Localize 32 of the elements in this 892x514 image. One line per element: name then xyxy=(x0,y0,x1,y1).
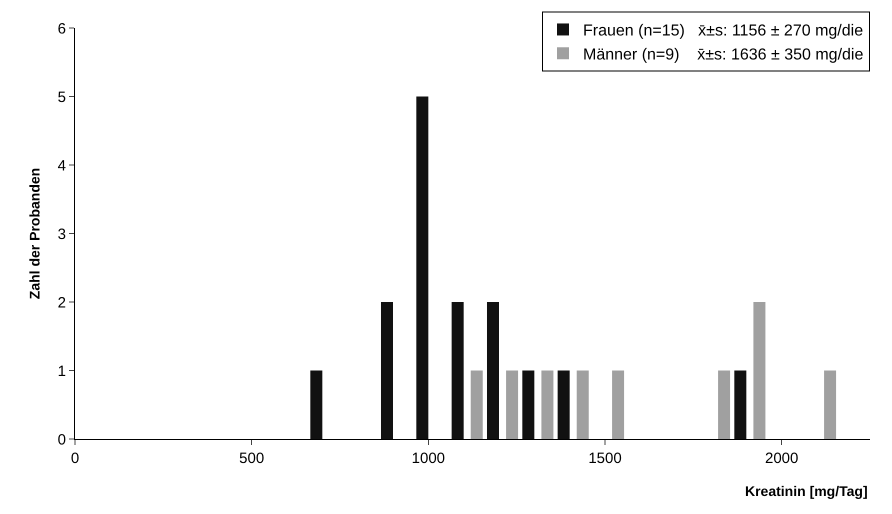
y-tick-label: 2 xyxy=(58,294,66,312)
bar xyxy=(416,96,428,439)
y-axis-title: Zahl der Probanden xyxy=(26,168,42,300)
x-tick-label: 2000 xyxy=(764,450,798,467)
bar xyxy=(718,370,730,439)
bar xyxy=(380,302,393,439)
bar xyxy=(753,302,766,439)
bar xyxy=(612,370,624,439)
y-tick-label: 3 xyxy=(58,226,66,243)
bar xyxy=(310,370,322,439)
x-axis-title: Kreatinin [mg/Tag] xyxy=(745,483,868,499)
x-tick-label: 0 xyxy=(70,450,80,467)
bar xyxy=(470,370,483,439)
legend-label: Frauen (n=15) x̄±s: 1156 ± 270 mg/die xyxy=(583,22,864,40)
x-tick-label: 1000 xyxy=(412,450,446,467)
bar xyxy=(486,302,499,439)
bar xyxy=(506,370,518,439)
bar xyxy=(541,370,554,439)
x-tick-label: 500 xyxy=(239,450,264,467)
bar xyxy=(734,370,746,439)
y-tick-label: 1 xyxy=(58,362,66,380)
bar xyxy=(522,370,534,439)
y-tick-label: 5 xyxy=(58,88,66,106)
y-tick-label: 0 xyxy=(58,431,66,448)
y-tick-label: 4 xyxy=(58,157,66,174)
bar xyxy=(576,370,589,439)
bar xyxy=(558,370,570,439)
y-tick-label: 6 xyxy=(58,20,66,38)
bar xyxy=(452,302,464,439)
legend-label: Männer (n=9) x̄±s: 1636 ± 350 mg/die xyxy=(583,46,864,64)
bar xyxy=(824,370,836,439)
x-tick-label: 1500 xyxy=(588,450,622,467)
